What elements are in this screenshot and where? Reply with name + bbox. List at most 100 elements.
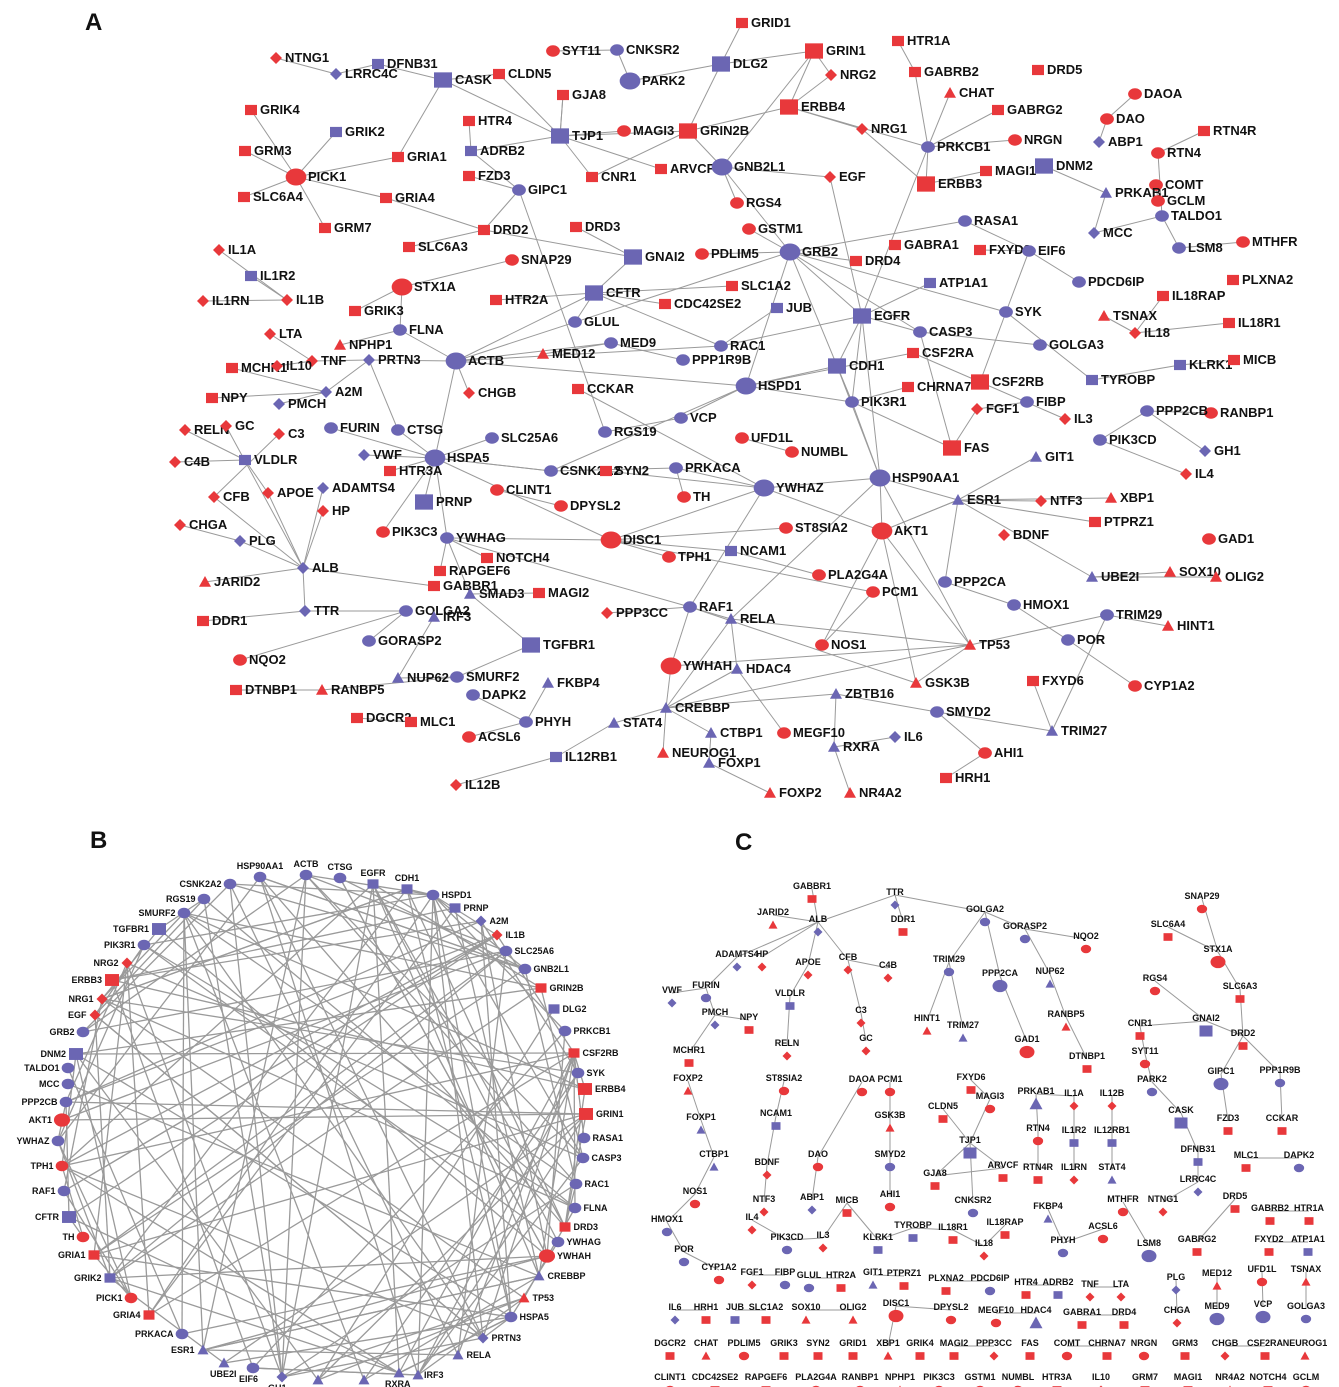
node-c-fxyd2 bbox=[1264, 1248, 1274, 1256]
label-b-csf2rb: CSF2RB bbox=[583, 1048, 620, 1058]
edge-b bbox=[305, 874, 507, 952]
edge-a bbox=[483, 189, 520, 231]
label-a-rac1: RAC1 bbox=[730, 338, 765, 353]
node-b-ywhah bbox=[538, 1249, 556, 1263]
node-a-klrk1 bbox=[1174, 359, 1186, 371]
node-a-ppp2ca bbox=[938, 576, 952, 588]
edge-a bbox=[861, 128, 927, 185]
node-c-gorasp2 bbox=[1019, 934, 1031, 944]
node-b-pick1 bbox=[124, 1292, 138, 1304]
label-b-rela: RELA bbox=[467, 1350, 492, 1360]
edge-c bbox=[984, 911, 1026, 930]
label-c-apoe: APOE bbox=[795, 957, 821, 967]
edge-c bbox=[983, 1224, 1006, 1247]
label-c-magi2: MAGI2 bbox=[940, 1338, 969, 1348]
node-b-prkaca bbox=[175, 1328, 189, 1340]
label-c-jub: JUB bbox=[726, 1302, 745, 1312]
label-b-hspa5: HSPA5 bbox=[520, 1312, 549, 1322]
edge-a bbox=[720, 50, 815, 65]
edge-a bbox=[833, 693, 837, 748]
node-c-htr2a bbox=[836, 1284, 846, 1292]
node-b-grin1 bbox=[579, 1108, 593, 1120]
node-b-hsp90aa1 bbox=[253, 871, 267, 883]
node-a-il1a bbox=[213, 244, 225, 256]
label-a-dao: DAO bbox=[1116, 111, 1145, 126]
node-b-dlg2 bbox=[548, 1004, 560, 1014]
label-b-egf: EGF bbox=[68, 1010, 87, 1020]
edge-a bbox=[964, 220, 1030, 252]
edge-b bbox=[101, 998, 579, 1074]
label-a-nqo2: NQO2 bbox=[249, 652, 286, 667]
node-a-gsk3b bbox=[910, 677, 922, 688]
edge-b bbox=[202, 1275, 540, 1351]
label-b-gnb2l1: GNB2L1 bbox=[534, 964, 570, 974]
edge-a bbox=[665, 618, 732, 709]
label-b-flna: FLNA bbox=[584, 1203, 608, 1213]
node-c-ttr bbox=[890, 900, 900, 910]
edge-b bbox=[540, 987, 584, 1159]
label-a-dapk2: DAPK2 bbox=[482, 687, 526, 702]
node-a-rtn4r bbox=[1198, 125, 1210, 137]
edge-a bbox=[1134, 295, 1164, 334]
edge-b bbox=[363, 1072, 579, 1381]
node-a-hrh1 bbox=[940, 772, 952, 784]
label-c-grm3: GRM3 bbox=[1172, 1338, 1198, 1348]
label-c-vwf: VWF bbox=[662, 985, 682, 995]
label-c-grid1: GRID1 bbox=[839, 1338, 867, 1348]
edge-a bbox=[330, 427, 436, 459]
node-c-ppp1r9b bbox=[1274, 1078, 1286, 1088]
label-b-crebbp: CREBBP bbox=[548, 1271, 586, 1281]
label-c-drd4: DRD4 bbox=[1112, 1307, 1137, 1317]
edge-b bbox=[109, 888, 408, 1279]
label-c-drd5: DRD5 bbox=[1223, 1191, 1248, 1201]
edge-a bbox=[446, 537, 691, 608]
label-a-abp1: ABP1 bbox=[1108, 134, 1143, 149]
label-b-prkaca: PRKACA bbox=[135, 1329, 174, 1339]
label-a-erbb3: ERBB3 bbox=[938, 176, 982, 191]
node-c-lta bbox=[1116, 1292, 1126, 1302]
label-a-adrb2: ADRB2 bbox=[480, 143, 525, 158]
edge-b bbox=[75, 1053, 132, 1299]
label-c-csf2ra: CSF2RA bbox=[1247, 1338, 1284, 1348]
edge-a bbox=[945, 752, 986, 779]
label-a-pmch: PMCH bbox=[288, 396, 326, 411]
node-a-nphp1 bbox=[334, 339, 346, 350]
node-a-smyd2 bbox=[930, 706, 944, 718]
edge-a bbox=[969, 614, 1108, 646]
label-a-grid1: GRID1 bbox=[751, 15, 791, 30]
node-a-prkab1 bbox=[1100, 187, 1112, 198]
node-a-st8sia2 bbox=[779, 522, 793, 534]
node-a-zbtb16 bbox=[830, 688, 842, 699]
edge-a bbox=[851, 401, 881, 479]
edge-b bbox=[223, 1316, 512, 1364]
node-a-hmox1 bbox=[1007, 599, 1021, 611]
node-a-magi3 bbox=[617, 125, 631, 137]
edge-a bbox=[397, 676, 458, 679]
label-a-il10: IL10 bbox=[286, 358, 312, 373]
label-c-cckar: CCKAR bbox=[1266, 1113, 1299, 1123]
label-a-actb: ACTB bbox=[468, 353, 504, 368]
node-b-ywhag bbox=[551, 1236, 565, 1248]
edge-a bbox=[1051, 614, 1108, 732]
node-c-il3 bbox=[818, 1243, 828, 1253]
label-a-hspa5: HSPA5 bbox=[447, 450, 489, 465]
node-a-nqo2 bbox=[233, 654, 247, 666]
edge-b bbox=[109, 987, 542, 1279]
node-a-gabbr1 bbox=[428, 580, 440, 592]
label-a-slc6a4: SLC6A4 bbox=[253, 189, 304, 204]
edge-c bbox=[1047, 1208, 1064, 1244]
node-c-pcm1 bbox=[884, 1087, 896, 1097]
edge-a bbox=[434, 457, 552, 472]
label-a-tp53: TP53 bbox=[979, 637, 1010, 652]
label-c-htr4: HTR4 bbox=[1014, 1277, 1038, 1287]
node-a-gabra1 bbox=[889, 239, 901, 251]
node-a-mlc1 bbox=[405, 716, 417, 728]
label-a-nrg2: NRG2 bbox=[840, 67, 876, 82]
label-c-adrb2: ADRB2 bbox=[1042, 1277, 1073, 1287]
label-a-rgs19: RGS19 bbox=[614, 424, 657, 439]
node-a-hdac4 bbox=[731, 663, 743, 674]
label-a-rtn4r: RTN4R bbox=[1213, 123, 1257, 138]
edge-c bbox=[789, 964, 809, 997]
edge-a bbox=[912, 352, 981, 383]
